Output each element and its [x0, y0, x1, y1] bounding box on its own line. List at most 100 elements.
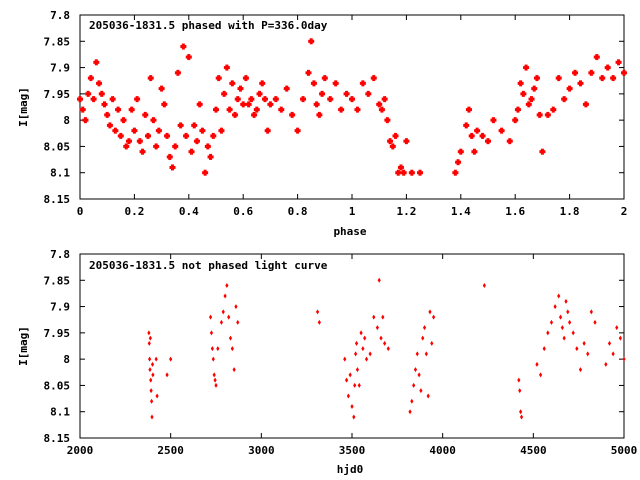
y-tick-label: 7.9: [50, 62, 70, 75]
data-point: [370, 75, 377, 82]
phased-plot-points: [77, 38, 627, 176]
data-point: [604, 64, 611, 71]
data-point: [410, 398, 414, 404]
data-point: [215, 75, 222, 82]
data-point: [525, 101, 532, 108]
x-tick-label: 0.4: [179, 205, 199, 218]
data-point: [226, 106, 233, 113]
data-point: [419, 388, 423, 394]
data-point: [430, 340, 434, 346]
data-point: [432, 314, 436, 320]
data-point: [376, 101, 383, 108]
data-point: [607, 340, 612, 346]
data-point: [372, 314, 376, 320]
data-point: [319, 90, 326, 97]
data-point: [321, 75, 328, 82]
data-point: [599, 75, 606, 82]
data-point: [150, 414, 154, 420]
data-point: [196, 101, 203, 108]
data-point: [498, 127, 505, 134]
data-point: [166, 153, 173, 160]
data-point: [354, 351, 358, 357]
data-point: [465, 106, 472, 113]
data-point: [221, 309, 225, 315]
data-point: [188, 148, 195, 155]
data-point: [343, 90, 350, 97]
data-point: [219, 319, 224, 325]
data-point: [588, 69, 595, 76]
data-point: [566, 309, 570, 315]
data-point: [117, 132, 124, 139]
data-point: [151, 372, 155, 378]
data-point: [621, 69, 627, 76]
data-point: [147, 340, 151, 346]
x-tick-label: 0.6: [233, 205, 253, 218]
data-point: [327, 96, 334, 103]
data-point: [564, 298, 568, 304]
data-point: [593, 319, 597, 325]
data-point: [214, 382, 218, 388]
data-point: [289, 111, 296, 118]
data-point: [539, 148, 546, 155]
data-point: [355, 367, 360, 373]
data-point: [523, 64, 530, 71]
data-point: [278, 106, 285, 113]
data-point: [142, 111, 149, 118]
data-point: [148, 356, 152, 362]
data-point: [253, 106, 260, 113]
data-point: [208, 314, 213, 320]
data-point: [553, 304, 557, 310]
data-point: [272, 96, 279, 103]
data-point: [542, 346, 546, 352]
data-point: [352, 414, 356, 420]
data-point: [202, 169, 209, 176]
data-point: [479, 132, 486, 139]
x-tick-label: 2: [621, 205, 628, 218]
data-point: [589, 309, 593, 315]
data-point: [264, 127, 271, 134]
data-point: [256, 90, 263, 97]
data-point: [169, 164, 176, 171]
data-point: [96, 80, 103, 87]
unphased-plot-ticks: 2000 2500 3000 3500 4000 4500 5000 7.8 7.85 7.9 7.…: [44, 248, 638, 457]
data-point: [237, 85, 244, 92]
unphased-plot-points: [147, 277, 626, 420]
x-tick-label: 0.2: [124, 205, 144, 218]
x-tick-label: 3000: [248, 444, 275, 457]
data-point: [207, 153, 214, 160]
data-point: [240, 101, 247, 108]
data-point: [213, 377, 217, 383]
data-point: [378, 106, 385, 113]
data-point: [364, 356, 369, 362]
data-point: [622, 356, 626, 362]
data-point: [150, 398, 154, 404]
data-point: [546, 330, 550, 336]
data-point: [154, 356, 158, 362]
data-point: [165, 372, 169, 378]
data-point: [577, 80, 584, 87]
data-point: [180, 43, 187, 50]
data-point: [248, 96, 255, 103]
data-point: [155, 393, 159, 399]
data-point: [147, 330, 151, 336]
data-point: [93, 59, 100, 66]
data-point: [610, 75, 617, 82]
data-point: [308, 38, 315, 45]
data-point: [426, 393, 430, 399]
data-point: [417, 372, 421, 378]
data-point: [316, 111, 323, 118]
data-point: [317, 319, 321, 325]
phased-plot: 205036-1831.5 phased with P=336.0day pha…: [17, 9, 627, 238]
data-point: [147, 75, 154, 82]
data-point: [389, 143, 396, 150]
data-point: [354, 106, 361, 113]
data-point: [514, 106, 521, 113]
data-point: [161, 101, 168, 108]
data-point: [586, 351, 590, 357]
x-tick-label: 0: [77, 205, 84, 218]
data-point: [310, 80, 317, 87]
data-point: [471, 148, 478, 155]
data-point: [300, 96, 307, 103]
y-tick-label: 8.05: [44, 140, 71, 153]
data-point: [209, 330, 214, 336]
